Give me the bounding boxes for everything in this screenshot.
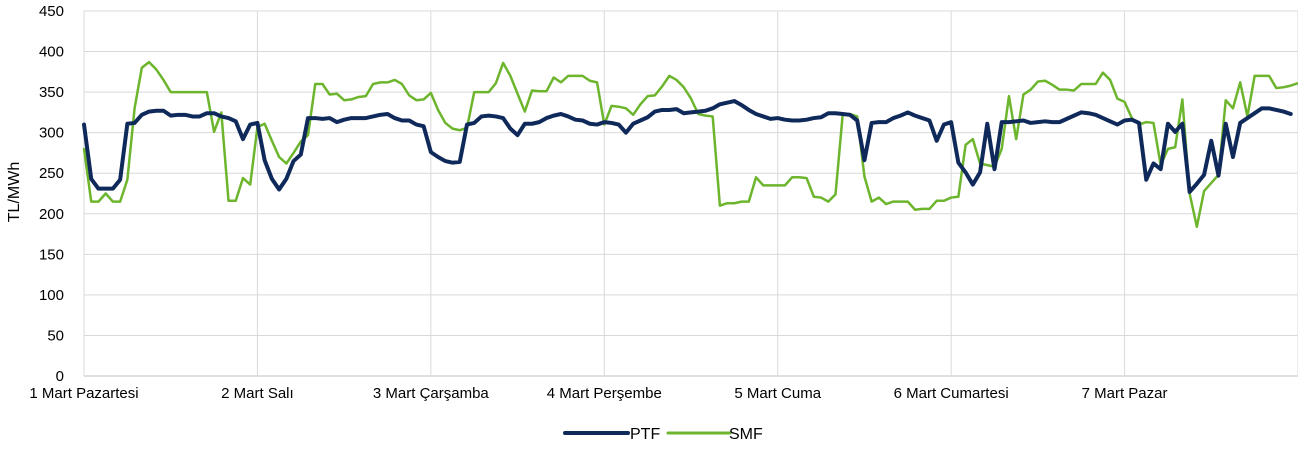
x-tick-label: 2 Mart Salı	[221, 385, 294, 402]
x-tick-label: 5 Mart Cuma	[734, 385, 821, 402]
series-lines	[82, 60, 1298, 229]
y-tick-label: 350	[39, 84, 64, 101]
y-axis-label: TL/MWh	[6, 162, 23, 222]
y-tick-label: 0	[56, 368, 64, 385]
legend-label: PTF	[630, 426, 660, 443]
series-line-ptf	[82, 99, 1293, 194]
y-tick-label: 200	[39, 206, 64, 223]
y-tick-label: 150	[39, 246, 64, 263]
x-tick-label: 1 Mart Pazartesi	[29, 385, 138, 402]
legend: PTF SMF	[563, 426, 763, 443]
x-tick-label: 6 Mart Cumartesi	[894, 385, 1009, 402]
series-line-smf	[82, 60, 1298, 229]
y-tick-label: 50	[47, 327, 64, 344]
x-tick-label: 3 Mart Çarşamba	[373, 385, 490, 402]
y-tick-label: 100	[39, 287, 64, 304]
grid	[83, 10, 1298, 377]
y-tick-label: 400	[39, 44, 64, 61]
legend-label: SMF	[729, 426, 763, 443]
x-tick-label: 7 Mart Pazar	[1082, 385, 1168, 402]
y-tick-label: 250	[39, 165, 64, 182]
y-tick-label: 450	[39, 3, 64, 20]
y-axis-ticks: 0 50 100 150 200 250 300 350 400 450	[39, 3, 64, 385]
x-tick-label: 4 Mart Perşembe	[547, 385, 662, 402]
x-axis-ticks: 1 Mart Pazartesi 2 Mart Salı 3 Mart Çarşam…	[29, 385, 1167, 402]
y-tick-label: 300	[39, 125, 64, 142]
